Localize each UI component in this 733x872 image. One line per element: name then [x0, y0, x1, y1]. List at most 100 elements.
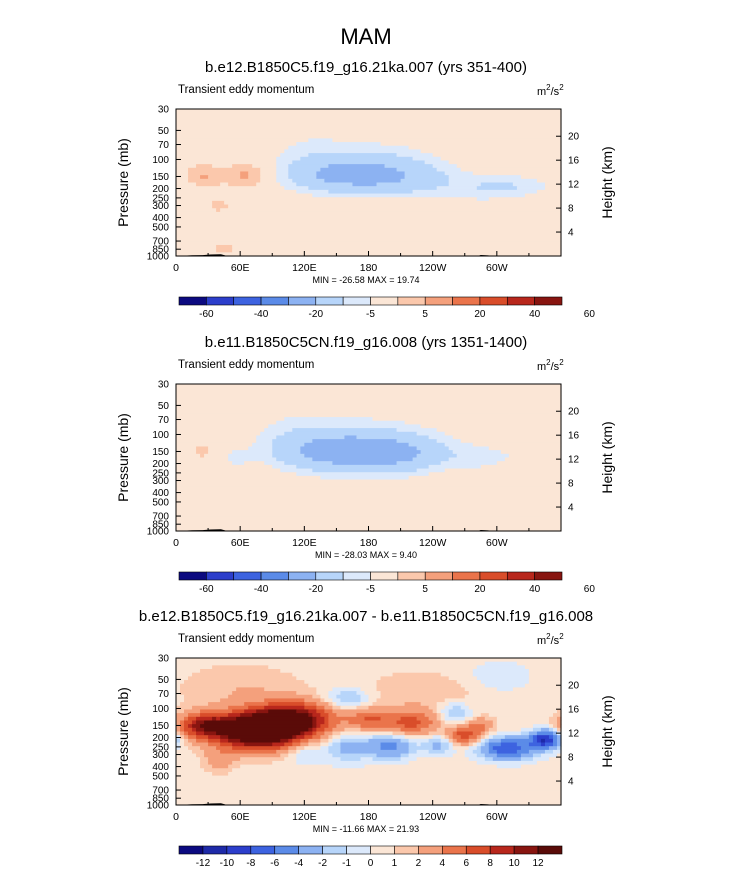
- y-right-tick-label: 20: [568, 681, 580, 692]
- y-tick-label: 100: [152, 704, 169, 715]
- y-right-tick-label: 16: [568, 431, 580, 442]
- colorbar-label: -6: [270, 858, 279, 869]
- y-right-tick-label: 8: [568, 204, 574, 215]
- colorbar-swatch: [202, 845, 228, 855]
- y-axis-label: Pressure (mb): [115, 138, 131, 227]
- y-tick-label: 1000: [147, 252, 170, 263]
- colorbar-swatch: [315, 296, 344, 306]
- y-right-tick-label: 12: [568, 729, 580, 740]
- units-label: m2/s2: [537, 358, 564, 373]
- field-contours: [176, 109, 562, 257]
- y-right-tick-label: 4: [568, 503, 574, 514]
- y-right-tick-label: 16: [568, 156, 580, 167]
- min-max-stats: MIN = -28.03 MAX = 9.40: [315, 550, 417, 560]
- colorbar-swatch: [370, 296, 399, 306]
- colorbar-label: 60: [584, 584, 596, 595]
- colorbar-label: 5: [422, 309, 428, 320]
- colorbar: -60 -40 -20 -5 5 20 40 60: [178, 571, 596, 595]
- colorbar-swatch: [288, 296, 317, 306]
- y-tick-label: 500: [152, 222, 169, 233]
- colorbar-swatch: [394, 845, 419, 855]
- y-tick-label: 850: [152, 794, 169, 805]
- y-right-tick-label: 4: [568, 228, 574, 239]
- y-tick-label: 100: [152, 155, 169, 166]
- y-tick-label: 250: [152, 742, 169, 753]
- y-axis-label: Pressure (mb): [115, 413, 131, 502]
- panel-subtitle: Transient eddy momentum: [178, 359, 314, 371]
- x-tick-label: 60W: [486, 262, 508, 274]
- colorbar-swatch: [465, 845, 491, 855]
- colorbar-label: -5: [366, 584, 375, 595]
- colorbar-swatch: [452, 296, 481, 306]
- x-tick-label: 60E: [231, 537, 250, 549]
- y-tick-label: 300: [152, 476, 169, 487]
- y-right-tick-label: 16: [568, 705, 580, 716]
- colorbar-label: 1: [392, 858, 398, 869]
- x-tick-label: 60W: [486, 537, 508, 549]
- colorbar-swatch: [534, 571, 563, 581]
- colorbar-label: 40: [529, 584, 541, 595]
- x-tick-label: 180: [360, 811, 378, 823]
- y-tick-label: 150: [152, 721, 169, 732]
- colorbar-label: 2: [416, 858, 422, 869]
- colorbar-swatch: [250, 845, 276, 855]
- colorbar-label: -4: [294, 858, 303, 869]
- colorbar-swatch: [233, 571, 262, 581]
- panel-subtitle: Transient eddy momentum: [178, 84, 314, 96]
- colorbar-swatch: [342, 296, 371, 306]
- x-tick-label: 120W: [419, 811, 447, 823]
- y-tick-label: 50: [158, 401, 170, 412]
- x-tick-label: 60E: [231, 811, 250, 823]
- y-right-tick-label: 4: [568, 777, 574, 788]
- x-tick-label: 120E: [292, 811, 317, 823]
- colorbar-swatch: [479, 296, 508, 306]
- colorbar-swatch: [370, 845, 395, 855]
- y-tick-label: 700: [152, 512, 169, 523]
- x-tick-label: 120E: [292, 262, 317, 274]
- colorbar-swatch: [274, 845, 299, 855]
- colorbar-label: -1: [342, 858, 351, 869]
- colorbar-swatch: [288, 571, 317, 581]
- y-tick-label: 30: [158, 654, 170, 665]
- y-tick-label: 30: [158, 105, 170, 116]
- y-right-axis-label: Height (km): [599, 146, 615, 218]
- y-right-tick-label: 20: [568, 132, 580, 143]
- y-tick-label: 500: [152, 771, 169, 782]
- colorbar-label: -20: [309, 584, 324, 595]
- y-tick-label: 70: [158, 415, 170, 426]
- colorbar-swatch: [442, 845, 467, 855]
- x-tick-label: 60W: [486, 811, 508, 823]
- panel-title: b.e12.B1850C5.f19_g16.21ka.007 (yrs 351-…: [205, 59, 527, 76]
- y-tick-label: 400: [152, 762, 169, 773]
- colorbar-swatch: [206, 296, 235, 306]
- x-tick-label: 0: [173, 811, 179, 823]
- colorbar-swatch: [506, 296, 535, 306]
- y-tick-label: 50: [158, 126, 170, 137]
- colorbar-swatch: [397, 296, 426, 306]
- x-tick-label: 180: [360, 537, 378, 549]
- colorbar-label: -60: [199, 584, 214, 595]
- y-tick-label: 700: [152, 786, 169, 797]
- y-tick-label: 1000: [147, 801, 170, 812]
- y-tick-label: 250: [152, 193, 169, 204]
- y-tick-label: 400: [152, 488, 169, 499]
- y-tick-label: 850: [152, 245, 169, 256]
- y-right-tick-label: 8: [568, 479, 574, 490]
- colorbar-label: -5: [366, 309, 375, 320]
- colorbar-swatch: [506, 571, 535, 581]
- x-tick-label: 120E: [292, 537, 317, 549]
- colorbar-swatch: [370, 571, 399, 581]
- units-label: m2/s2: [537, 632, 564, 647]
- units-label: m2/s2: [537, 83, 564, 98]
- colorbar-swatch: [452, 571, 481, 581]
- colorbar-label: -60: [199, 309, 214, 320]
- colorbar-label: 20: [474, 309, 486, 320]
- colorbar-label: 20: [474, 584, 486, 595]
- panel-1: b.e12.B1850C5.f19_g16.21ka.007 (yrs 351-…: [115, 59, 615, 320]
- y-right-tick-label: 12: [568, 180, 580, 191]
- x-tick-label: 60E: [231, 262, 250, 274]
- colorbar-label: -40: [254, 309, 269, 320]
- figure-title: MAM: [340, 24, 391, 49]
- x-tick-label: 120W: [419, 537, 447, 549]
